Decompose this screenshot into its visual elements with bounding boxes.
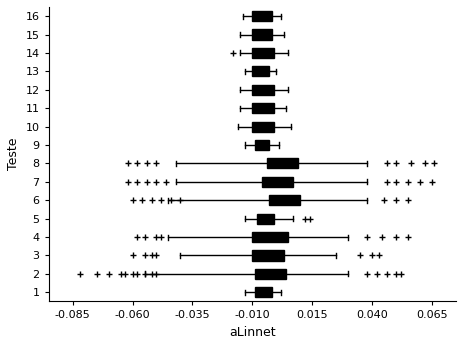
PathPatch shape (255, 140, 269, 150)
PathPatch shape (252, 66, 269, 76)
PathPatch shape (267, 158, 298, 169)
PathPatch shape (252, 232, 288, 242)
PathPatch shape (252, 29, 271, 40)
PathPatch shape (252, 11, 271, 21)
Y-axis label: Teste: Teste (7, 138, 20, 171)
PathPatch shape (262, 177, 293, 187)
PathPatch shape (255, 269, 286, 279)
X-axis label: aLinnet: aLinnet (229, 326, 275, 339)
PathPatch shape (252, 121, 274, 132)
PathPatch shape (252, 85, 274, 95)
PathPatch shape (257, 213, 274, 224)
PathPatch shape (252, 48, 274, 58)
PathPatch shape (269, 195, 300, 205)
PathPatch shape (252, 251, 283, 261)
PathPatch shape (255, 287, 271, 297)
PathPatch shape (252, 103, 274, 113)
